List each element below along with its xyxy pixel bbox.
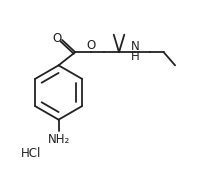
Text: HCl: HCl — [21, 147, 41, 160]
Text: O: O — [52, 32, 61, 45]
Text: N: N — [131, 40, 139, 53]
Text: NH₂: NH₂ — [47, 133, 69, 146]
Text: H: H — [131, 50, 139, 63]
Text: O: O — [86, 39, 95, 52]
